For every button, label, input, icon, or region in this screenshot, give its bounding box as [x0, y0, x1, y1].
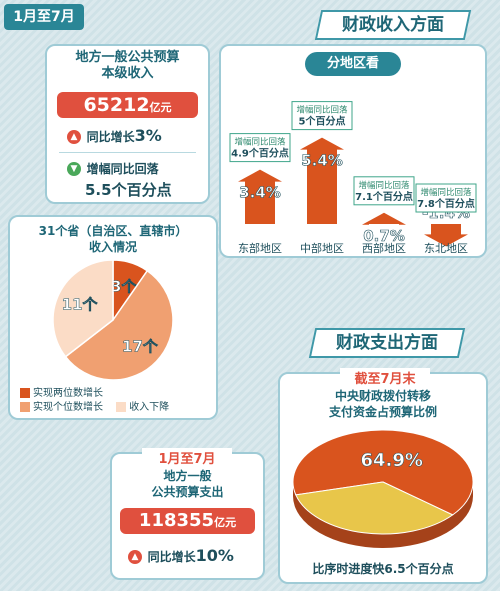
local-revenue-growth-value: 3%	[134, 126, 162, 145]
transfer-panel: 截至7月末 中央财政拨付转移 支付资金占预算比例 64.9% 比序时进度快6.5…	[278, 368, 488, 584]
revenue-banner-label: 财政收入方面	[342, 15, 444, 35]
expenditure-banner-label: 财政支出方面	[336, 333, 438, 353]
region-annotation-line1-1: 增幅同比回落	[296, 105, 348, 116]
local-expenditure-title-line2: 公共预算支出	[151, 485, 224, 499]
local-expenditure-title-line1: 地方一般	[163, 469, 212, 483]
local-expenditure-amount: 118355亿元	[120, 508, 255, 534]
local-expenditure-growth-value: 10%	[195, 546, 234, 565]
transfer-footnote: 比序时进度快6.5个百分点	[312, 562, 454, 576]
local-revenue-panel: 地方一般公共预算 本级收入 65212亿元 ▲ 同比增长3% ▼ 增幅同比回落 …	[45, 44, 210, 204]
local-revenue-growth-label: 同比增长	[86, 130, 135, 144]
local-expenditure-panel: 1月至7月 地方一般 公共预算支出 118355亿元 ▲ 同比增长10%	[110, 448, 265, 580]
region-bar-3	[424, 224, 468, 247]
region-annotation-line2-0: 4.9个百分点	[231, 147, 289, 160]
provinces-slice-1	[64, 269, 174, 381]
local-revenue-growth: ▲ 同比增长3%	[67, 126, 162, 145]
region-category-label-1: 中部地区	[300, 241, 344, 255]
transfer-slice-1	[295, 481, 454, 535]
region-annotation-line2-3: 7.8个百分点	[417, 197, 475, 210]
legend-swatch-single	[20, 402, 30, 412]
legend-swatch-double	[20, 388, 30, 398]
transfer-title-line1: 中央财政拨付转移	[334, 389, 431, 403]
local-expenditure-title: 地方一般 公共预算支出	[112, 468, 263, 500]
region-value-label-1: 5.4%	[301, 152, 343, 170]
transfer-slice-0	[292, 429, 474, 516]
region-annotation-line1-3: 增幅同比回落	[420, 187, 472, 198]
transfer-tag: 截至7月末	[340, 368, 430, 387]
legend-item-decline: 收入下降	[116, 402, 169, 413]
provinces-title-line2: 收入情况	[88, 240, 137, 254]
region-bar-0	[238, 169, 282, 224]
provinces-slice-label-2: 11个	[62, 296, 99, 314]
local-expenditure-tag: 1月至7月	[142, 448, 232, 467]
revenue-banner: 财政收入方面	[314, 10, 472, 40]
legend-label-decline: 收入下降	[129, 402, 170, 413]
region-category-label-2: 西部地区	[362, 241, 406, 255]
local-revenue-amount-value: 65212	[83, 94, 150, 116]
provinces-legend: 实现两位数增长 实现个位数增长 收入下降	[20, 387, 210, 415]
provinces-panel: 31个省（自治区、直辖市） 收入情况 3个 17个 11个 实现两位数增长 实现个位…	[8, 215, 218, 420]
arrow-up-icon: ▲	[128, 549, 142, 564]
local-revenue-title: 地方一般公共预算 本级收入	[47, 50, 208, 82]
region-value-label-0: 3.4%	[239, 184, 281, 202]
transfer-pie-chart: 64.9%	[292, 429, 474, 548]
region-bar-1	[300, 137, 344, 224]
local-revenue-amount: 65212亿元	[57, 92, 198, 118]
provinces-slice-label-0: 3个	[111, 278, 137, 296]
local-revenue-title-line1: 地方一般公共预算	[75, 50, 180, 65]
provinces-slice-label-1: 17个	[122, 338, 159, 356]
provinces-title: 31个省（自治区、直辖市） 收入情况	[10, 223, 216, 255]
region-annotation-line2-1: 5个百分点	[299, 115, 346, 128]
local-expenditure-growth: ▲ 同比增长10%	[128, 546, 234, 565]
provinces-slice-2	[52, 259, 114, 358]
region-annotation-line2-2: 7.1个百分点	[355, 190, 413, 203]
legend-item-double: 实现两位数增长	[20, 387, 210, 401]
local-revenue-growth-down-label: 增幅同比回落	[86, 162, 159, 176]
region-annotation-line1-2: 增幅同比回落	[358, 180, 410, 191]
regional-header: 分地区看	[305, 52, 401, 76]
region-value-label-2: 0.7%	[363, 227, 405, 245]
region-annotation-line1-0: 增幅同比回落	[234, 137, 286, 148]
transfer-title: 中央财政拨付转移 支付资金占预算比例	[280, 388, 486, 420]
local-revenue-divider	[59, 152, 196, 153]
local-revenue-growth-down-value: 5.5个百分点	[85, 181, 172, 199]
transfer-slice-label-0: 64.9%	[360, 450, 422, 471]
region-bar-2	[362, 212, 406, 225]
legend-item-single: 实现个位数增长	[20, 402, 103, 413]
region-category-label-3: 东北地区	[424, 242, 468, 255]
local-expenditure-amount-unit: 亿元	[214, 516, 237, 529]
local-expenditure-growth-label: 同比增长	[147, 550, 196, 564]
local-revenue-amount-unit: 亿元	[149, 101, 172, 114]
expenditure-banner: 财政支出方面	[308, 328, 466, 358]
arrow-up-icon: ▲	[67, 129, 81, 144]
arrow-down-icon: ▼	[67, 161, 81, 176]
period-tag: 1月至7月	[4, 4, 84, 30]
legend-label-single: 实现个位数增长	[33, 402, 103, 413]
legend-swatch-decline	[116, 402, 127, 412]
local-expenditure-amount-value: 118355	[138, 510, 215, 531]
legend-row-2: 实现个位数增长 收入下降	[20, 401, 210, 415]
legend-label-double: 实现两位数增长	[33, 388, 103, 399]
provinces-pie-chart: 3个 17个 11个	[52, 259, 174, 381]
region-category-label-0: 东部地区	[238, 241, 282, 255]
provinces-title-line1: 31个省（自治区、直辖市）	[38, 224, 188, 238]
transfer-title-line2: 支付资金占预算比例	[328, 405, 437, 419]
local-revenue-growth-down: ▼ 增幅同比回落 5.5个百分点	[67, 158, 172, 200]
regional-panel: 分地区看 3.4% 东部地区 增幅同比回落 4.9个百分点 5.4% 中部地区 增幅同比回落…	[219, 44, 487, 258]
local-revenue-title-line2: 本级收入	[101, 66, 154, 81]
